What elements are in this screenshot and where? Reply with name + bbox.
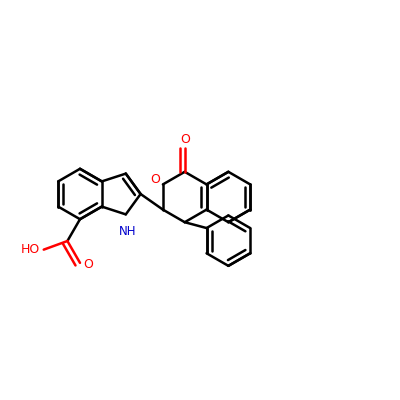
Text: O: O: [83, 258, 93, 271]
Text: O: O: [180, 132, 190, 146]
Text: HO: HO: [21, 243, 40, 256]
Text: NH: NH: [119, 226, 136, 238]
Text: O: O: [150, 173, 160, 186]
